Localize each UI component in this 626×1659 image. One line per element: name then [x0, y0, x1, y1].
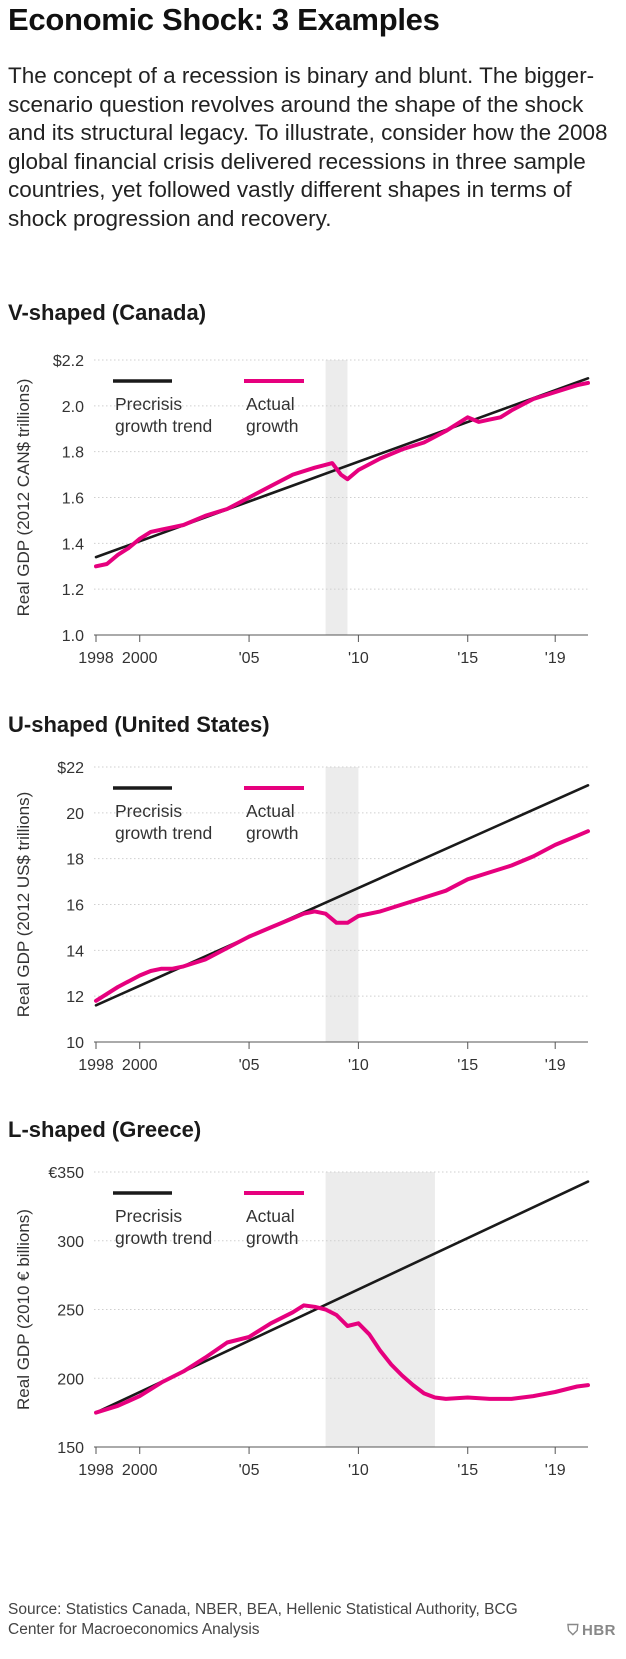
x-tick-label: '10 — [348, 1057, 369, 1074]
y-tick-label: 1.0 — [62, 628, 84, 645]
x-tick-label: 1998 — [78, 650, 114, 667]
y-tick-label: 12 — [66, 989, 84, 1006]
brand-logo: ⛉ HBR — [567, 1622, 616, 1639]
y-tick-label: 200 — [57, 1371, 84, 1388]
legend-actual-label: growth — [246, 1228, 299, 1248]
x-tick-label: '19 — [545, 650, 566, 667]
actual-growth-line — [94, 1303, 590, 1415]
legend-actual-label: growth — [246, 823, 299, 843]
y-tick-label: 250 — [57, 1303, 84, 1320]
legend-trend-label: Precrisis — [115, 1206, 182, 1226]
legend-actual-label: growth — [246, 416, 299, 436]
y-tick-label: €350 — [48, 1165, 84, 1182]
recession-band — [325, 1172, 435, 1447]
legend-actual-label: Actual — [246, 801, 295, 821]
x-tick-label: '19 — [545, 1462, 566, 1479]
panel-title-canada: V-shaped (Canada) — [8, 300, 207, 325]
x-tick-label: 1998 — [78, 1057, 114, 1074]
y-axis-label: Real GDP (2010 € billions) — [14, 1209, 33, 1410]
source-note: Source: Statistics Canada, NBER, BEA, He… — [8, 1601, 518, 1638]
actual-growth-line — [94, 380, 590, 569]
y-tick-label: 2.0 — [62, 399, 84, 416]
legend-actual-label: Actual — [246, 1206, 295, 1226]
y-tick-label: 1.6 — [62, 491, 84, 508]
x-tick-label: '19 — [545, 1057, 566, 1074]
legend-trend-label: growth trend — [115, 1228, 212, 1248]
panel-title-greece: L-shaped (Greece) — [8, 1117, 202, 1142]
y-tick-label: 14 — [66, 943, 84, 960]
x-tick-label: '10 — [348, 650, 369, 667]
shield-icon: ⛉ — [567, 1622, 579, 1639]
panel-title-united-states: U-shaped (United States) — [8, 712, 270, 737]
y-tick-label: 150 — [57, 1440, 84, 1457]
x-tick-label: 2000 — [122, 1462, 158, 1479]
y-tick-label: 20 — [66, 806, 84, 823]
x-tick-label: '15 — [457, 1057, 478, 1074]
legend-trend-label: growth trend — [115, 416, 212, 436]
y-tick-label: 300 — [57, 1234, 84, 1251]
brand-label: HBR — [582, 1622, 616, 1639]
y-axis-label: Real GDP (2012 US$ trillions) — [14, 792, 33, 1018]
united-states-chart: 10 12 14 16 18 20 $22 1998 2000 '05 '10 '15 '19 Real … — [14, 760, 590, 1074]
y-tick-label: 16 — [66, 898, 84, 915]
y-tick-label: $22 — [57, 760, 84, 777]
y-tick-label: 1.8 — [62, 445, 84, 462]
x-tick-label: '05 — [239, 1462, 260, 1479]
x-tick-label: '10 — [348, 1462, 369, 1479]
actual-growth-line — [94, 829, 590, 1003]
y-tick-label: 10 — [66, 1035, 84, 1052]
x-tick-label: '05 — [239, 1057, 260, 1074]
legend-trend-label: Precrisis — [115, 394, 182, 414]
y-tick-label: 1.4 — [62, 536, 84, 553]
y-tick-label: 18 — [66, 852, 84, 869]
greece-chart: 150 200 250 300 €350 1998 2000 '05 '10 '15 '19 Real… — [14, 1165, 590, 1479]
intro-text: The concept of a recession is binary and… — [8, 63, 608, 231]
recession-band — [325, 360, 348, 635]
page-title: Economic Shock: 3 Examples — [8, 2, 440, 37]
y-tick-label: $2.2 — [53, 353, 84, 370]
canada-chart: 1.0 1.2 1.4 1.6 1.8 2.0 $2.2 1998 2000 '05 '10 '15 '… — [14, 353, 590, 667]
x-tick-label: '15 — [457, 1462, 478, 1479]
x-tick-label: '05 — [239, 650, 260, 667]
x-tick-label: '15 — [457, 650, 478, 667]
x-tick-label: 1998 — [78, 1462, 114, 1479]
legend-actual-label: Actual — [246, 394, 295, 414]
legend-trend-label: Precrisis — [115, 801, 182, 821]
y-axis-label: Real GDP (2012 CAN$ trillions) — [14, 379, 33, 617]
x-tick-label: 2000 — [122, 1057, 158, 1074]
legend-trend-label: growth trend — [115, 823, 212, 843]
x-tick-label: 2000 — [122, 650, 158, 667]
y-tick-label: 1.2 — [62, 582, 84, 599]
